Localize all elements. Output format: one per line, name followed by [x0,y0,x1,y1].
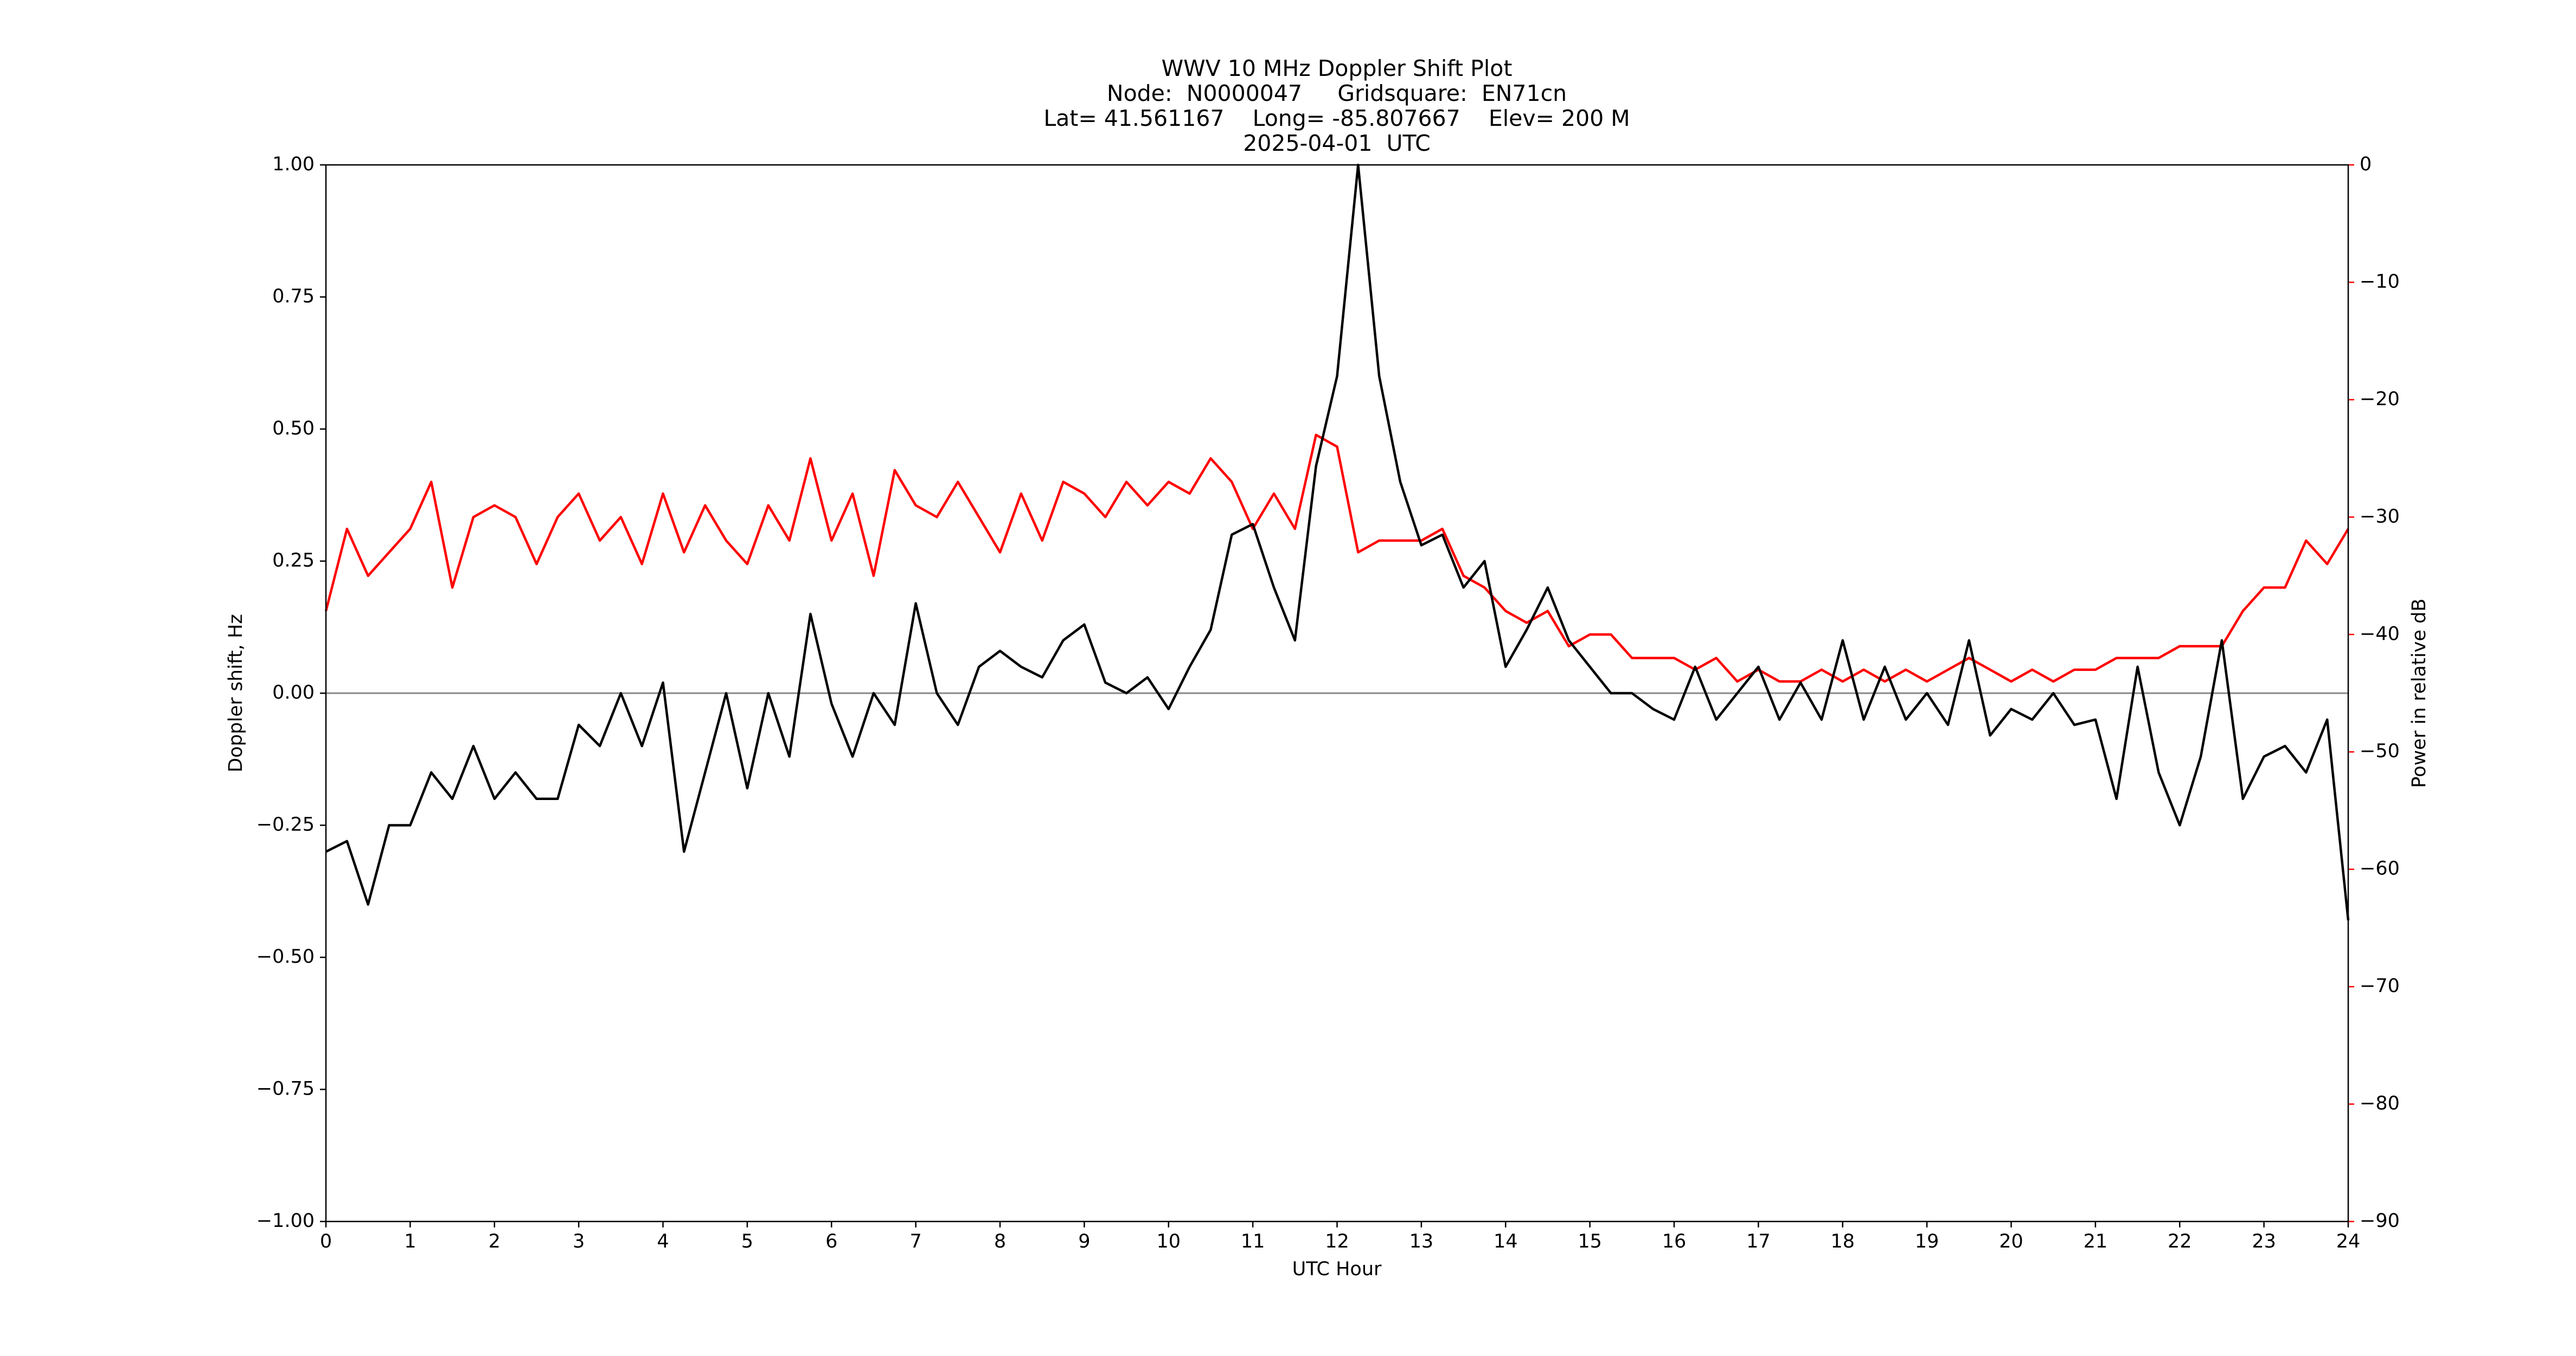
y-tick-label: 0.50 [272,418,315,439]
x-tick-label: 22 [2168,1231,2192,1252]
x-tick-label: 12 [1325,1231,1349,1252]
x-tick-label: 15 [1578,1231,1602,1252]
y2-tick-label: −20 [2360,388,2400,410]
x-tick-label: 4 [657,1231,669,1252]
y2-tick-label: −30 [2360,506,2400,527]
x-tick-label: 17 [1746,1231,1771,1252]
x-tick-label: 20 [1999,1231,2023,1252]
y2-tick-label: −60 [2360,858,2400,880]
y2-tick-label: −40 [2360,623,2400,645]
series-line [325,163,2350,921]
x-tick-label: 3 [573,1231,585,1252]
chart-subtitle: Node: N0000047 Gridsquare: EN71cn [1107,80,1567,106]
x-tick-label: 18 [1830,1231,1855,1252]
plot-frame [325,164,2349,1223]
y2-tick-label: −70 [2360,975,2400,997]
x-tick-label: 6 [825,1231,837,1252]
x-tick-label: 19 [1915,1231,1939,1252]
y-tick-label: 0.00 [272,682,315,703]
x-tick-label: 16 [1662,1231,1687,1252]
y2-tick-label: −90 [2360,1210,2400,1232]
y2-axis-label: Power in relative dB [2408,598,2430,788]
x-tick-label: 10 [1156,1231,1181,1252]
x-tick-label: 2 [489,1231,501,1252]
chart-subtitle: Lat= 41.561167 Long= -85.807667 Elev= 20… [1043,105,1630,131]
y2-tick-label: −80 [2360,1093,2400,1115]
chart-subtitle: 2025-04-01 UTC [1243,130,1431,156]
x-tick-label: 0 [320,1231,332,1252]
x-tick-label: 23 [2252,1231,2276,1252]
chart-title: WWV 10 MHz Doppler Shift Plot [1162,55,1513,81]
x-tick-label: 11 [1241,1231,1265,1252]
y-tick-label: −0.25 [257,814,315,836]
x-tick-label: 8 [994,1231,1006,1252]
y-tick-label: 0.25 [272,550,315,572]
x-tick-label: 9 [1078,1231,1090,1252]
y-tick-label: 1.00 [272,153,315,175]
y2-tick-label: −10 [2360,271,2400,292]
x-tick-label: 21 [2084,1231,2108,1252]
y-tick-label: −1.00 [257,1210,315,1232]
y-tick-label: −0.75 [257,1078,315,1100]
y2-tick-label: −50 [2360,740,2400,762]
y-axis-label: Doppler shift, Hz [225,614,247,772]
y-tick-label: 0.75 [272,286,315,308]
x-axis-label: UTC Hour [1292,1258,1382,1280]
x-tick-label: 5 [741,1231,753,1252]
x-tick-label: 1 [404,1231,416,1252]
x-tick-label: 7 [909,1231,921,1252]
x-tick-label: 24 [2336,1231,2361,1252]
x-tick-label: 14 [1494,1231,1518,1252]
x-tick-label: 13 [1409,1231,1434,1252]
y-tick-label: −0.50 [257,946,315,968]
y2-tick-label: 0 [2360,153,2372,175]
series-line [324,433,2349,683]
